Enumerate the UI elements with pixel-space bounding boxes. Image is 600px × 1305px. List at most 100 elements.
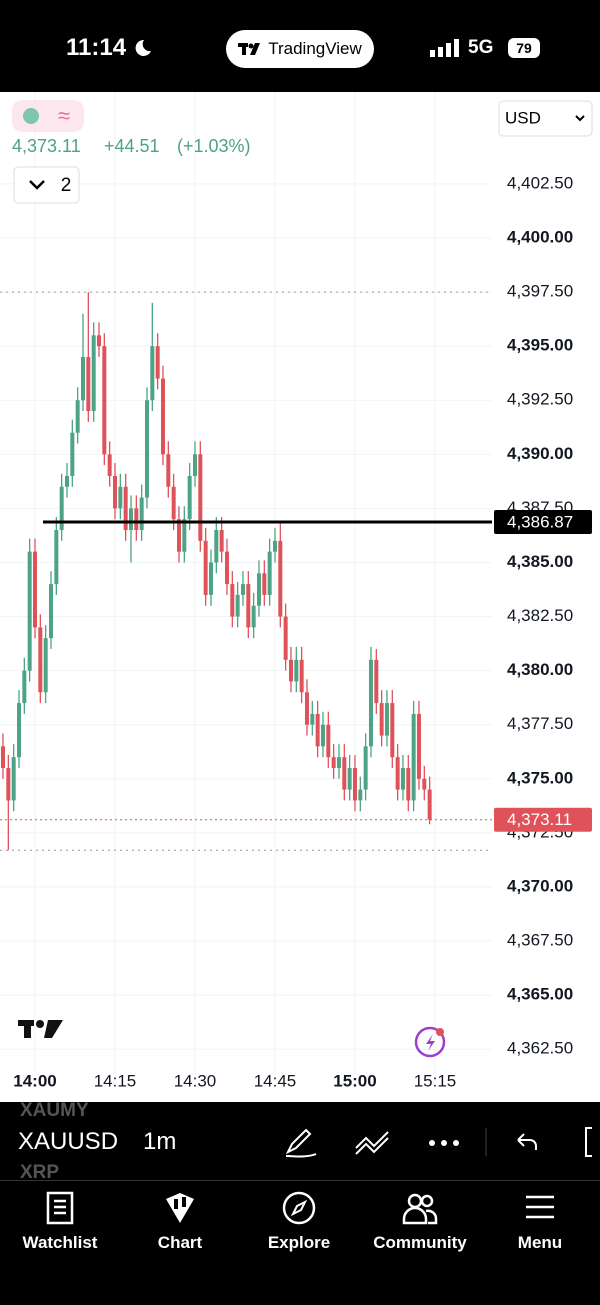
signal-icon	[430, 39, 459, 57]
icon	[166, 1193, 194, 1223]
candle-body	[118, 486, 123, 509]
watermark	[18, 1020, 63, 1038]
status-bar: 11:14 TradingView 5G 79	[0, 0, 600, 92]
candle-body	[288, 659, 293, 682]
indicator-dot	[23, 108, 39, 124]
y-tick-label: 4,380.00	[507, 660, 573, 679]
icon	[282, 1191, 316, 1225]
icon	[402, 1193, 438, 1225]
candle-body	[176, 519, 181, 552]
candle-body	[246, 584, 251, 628]
symbol-below: XRP	[20, 1162, 60, 1183]
y-tick-label: 4,377.50	[507, 714, 573, 733]
icon	[526, 1195, 554, 1219]
more-dot	[453, 1140, 459, 1146]
alert-badge	[436, 1028, 444, 1036]
candle-body	[75, 400, 80, 433]
candle-body	[379, 703, 384, 736]
candle-body	[214, 530, 219, 563]
last-price-label: 4,373.11	[507, 810, 572, 829]
x-tick-label: 15:00	[333, 1071, 376, 1090]
chevron	[29, 180, 45, 190]
undo[interactable]	[517, 1133, 537, 1150]
candle-body	[166, 454, 171, 487]
candle-body	[139, 497, 144, 531]
candle-body	[299, 659, 304, 693]
candle-body	[294, 659, 299, 682]
draw-tool[interactable]	[285, 1128, 317, 1158]
app-pill[interactable]: TradingView	[226, 30, 374, 68]
y-tick-label: 4,390.00	[507, 444, 573, 463]
trend-tool[interactable]	[355, 1131, 389, 1155]
tool-icons	[285, 1127, 592, 1158]
candle-body	[59, 486, 64, 531]
candle-body	[208, 562, 213, 595]
alert-button[interactable]	[414, 1026, 446, 1058]
chart-bg	[0, 92, 600, 1102]
candle-body	[230, 584, 235, 617]
y-tick-label: 4,370.00	[507, 876, 573, 895]
candle-body	[123, 486, 128, 531]
candle-body	[192, 454, 197, 476]
x-tick-label: 14:00	[13, 1071, 56, 1090]
candle-body	[107, 454, 112, 476]
candle-body	[416, 713, 421, 779]
fullscreen[interactable]	[585, 1127, 592, 1157]
candle-body	[182, 519, 187, 552]
tv-logo	[238, 43, 261, 55]
candle-body	[342, 757, 347, 790]
candle-body	[64, 475, 69, 487]
indicator-pill[interactable]	[12, 100, 84, 132]
clock: 11:14	[66, 34, 127, 61]
candle-body	[203, 540, 208, 595]
candle-body	[422, 778, 427, 790]
more-dot	[441, 1140, 447, 1146]
indicator-icon: ≈	[58, 103, 70, 128]
y-tick-label: 4,367.50	[507, 931, 573, 950]
interval[interactable]: 1m	[143, 1128, 177, 1155]
candle-body	[374, 659, 379, 704]
candle-body	[240, 584, 245, 595]
candle-body	[96, 335, 101, 347]
currency-select[interactable]	[498, 100, 593, 137]
candle-body	[235, 594, 240, 617]
candle-body	[352, 767, 357, 801]
candle-body	[368, 659, 373, 747]
indicator-count: 2	[61, 175, 72, 196]
candle-body	[315, 713, 320, 747]
candle-body	[16, 703, 21, 758]
indicators-toggle[interactable]	[13, 166, 80, 204]
candle-body	[171, 486, 176, 520]
candle-body	[38, 627, 43, 693]
more-dot[interactable]	[429, 1140, 435, 1146]
candle-body	[256, 573, 261, 606]
nav-label: Community	[373, 1233, 467, 1252]
y-tick-label: 4,385.00	[507, 552, 573, 571]
chart: ≈ 4,373.11 +44.51 (+1.03%) 2 USD 4,362.5…	[0, 92, 600, 1102]
candle-body	[144, 400, 149, 498]
y-tick-label: 4,362.50	[507, 1039, 573, 1058]
candle-body	[331, 757, 336, 768]
y-tick-label: 4,375.00	[507, 768, 573, 787]
toolbar: XAUMY XAUUSD 1m XRP	[0, 1100, 600, 1183]
app-name: TradingView	[268, 39, 362, 58]
horizontal-line-badge	[494, 510, 592, 535]
candle-body	[406, 767, 411, 801]
nav-label: Menu	[517, 1233, 563, 1252]
candle-body	[86, 356, 91, 412]
candle-body	[400, 767, 405, 790]
y-tick-label: 4,392.50	[507, 390, 573, 409]
candle-body	[310, 713, 315, 725]
x-tick-label: 14:45	[254, 1071, 297, 1090]
candle-body	[112, 475, 117, 509]
symbol[interactable]: XAUUSD	[18, 1128, 119, 1155]
candle-body	[272, 540, 277, 552]
candle-body	[155, 346, 160, 379]
candle-body	[262, 573, 267, 595]
candle-body	[304, 692, 309, 725]
nav-label: Chart	[157, 1233, 203, 1252]
candle-body	[128, 508, 133, 531]
candle-body	[251, 605, 256, 628]
candle-body	[267, 551, 272, 595]
